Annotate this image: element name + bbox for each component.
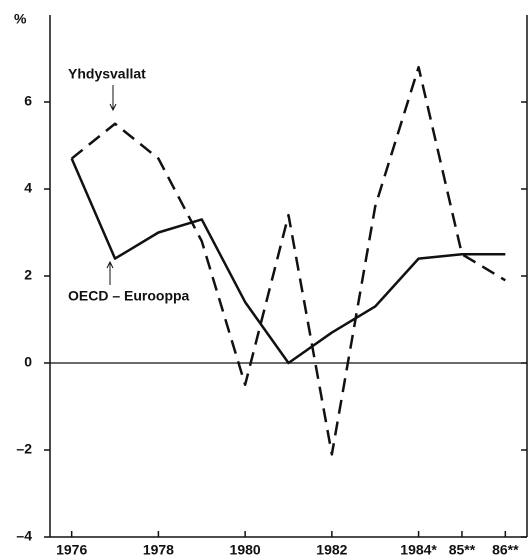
series-label: Yhdysvallat — [68, 66, 146, 82]
x-tick-label: 1980 — [230, 542, 261, 558]
x-tick-label: 1976 — [56, 542, 87, 558]
y-tick-label: –4 — [16, 528, 32, 544]
y-tick-label: 0 — [24, 354, 32, 370]
arrow-head — [106, 260, 114, 269]
x-tick-label: 86** — [492, 542, 519, 558]
series-line — [70, 158, 506, 365]
y-axis-label: % — [14, 11, 27, 27]
x-tick-label: 1984* — [400, 542, 437, 558]
x-tick-label: 1978 — [143, 542, 174, 558]
y-tick-label: –2 — [16, 441, 32, 457]
x-tick-label: 85** — [449, 542, 476, 558]
series-label: OECD – Eurooppa — [68, 288, 190, 304]
y-tick-label: 4 — [24, 180, 32, 196]
y-tick-label: 6 — [24, 93, 32, 109]
y-tick-label: 2 — [24, 267, 32, 283]
series-line — [70, 65, 506, 456]
arrow-head — [109, 103, 117, 112]
x-tick-label: 1982 — [316, 542, 347, 558]
